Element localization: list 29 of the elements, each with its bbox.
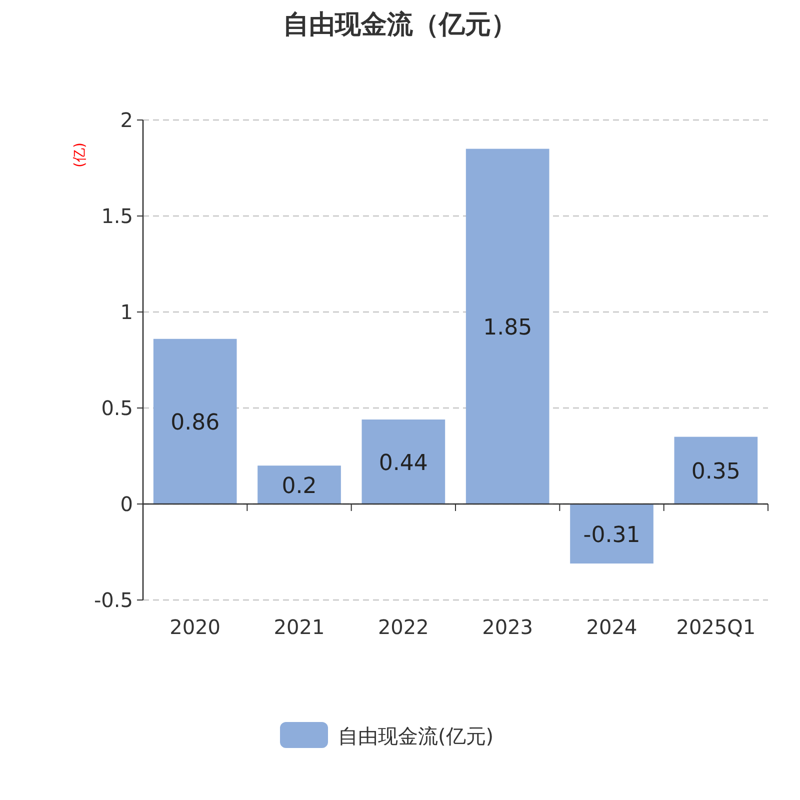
自由现金流(亿元): 0.86 0.2 0.44 1.85 -0.31 0.35	[153, 148, 758, 564]
bar	[674, 436, 758, 504]
data-label: 0.44	[378, 450, 428, 476]
data-label: 1.85	[483, 315, 532, 340]
bar	[466, 148, 550, 504]
bar	[258, 466, 341, 504]
y-tick-label: 0	[120, 492, 133, 516]
y-tick-label: 2	[120, 108, 133, 132]
chart-title: 自由现金流（亿元）	[283, 10, 517, 40]
bar	[153, 338, 237, 504]
y-axis-title: (亿)	[72, 142, 88, 168]
y-tick-label: 1.5	[101, 204, 133, 228]
data-label: 0.86	[170, 410, 220, 436]
legend: 自由现金流(亿元)	[280, 722, 494, 748]
x-tick-label: 2024	[586, 615, 638, 639]
y-tick-label: -0.5	[94, 588, 133, 612]
x-tick-label: 2022	[378, 615, 429, 639]
data-label: 0.2	[282, 474, 317, 499]
y-tick-label: 1	[120, 300, 133, 324]
x-tick-label: 2021	[274, 615, 325, 639]
data-label: -0.31	[583, 522, 640, 548]
bar	[570, 504, 654, 564]
x-tick-label: 2025Q1	[676, 615, 756, 639]
legend-label: 自由现金流(亿元)	[338, 724, 494, 748]
x-tick-label: 2023	[482, 615, 534, 639]
bar	[362, 420, 446, 504]
data-label: 0.35	[691, 459, 740, 484]
x-tick-label: 2020	[170, 615, 221, 639]
y-tick-label: 0.5	[101, 396, 133, 420]
